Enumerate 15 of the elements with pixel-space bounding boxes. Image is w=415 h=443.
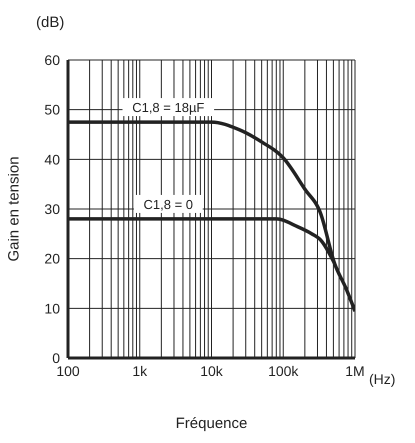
x-tick-label: 1M [345, 362, 365, 379]
x-tick-label: 10k [200, 362, 224, 379]
text: (Hz) [369, 371, 396, 387]
series-label: C1,8 = 18µF [132, 100, 204, 116]
x-tick-label: 1k [132, 362, 148, 379]
text: (dB) [36, 14, 64, 31]
y-tick-label: 50 [44, 102, 60, 118]
y-tick-label: 10 [44, 300, 60, 316]
y-tick-label: 20 [44, 250, 60, 267]
x-axis-title: Fréquence [176, 415, 248, 432]
y-tick-label: 60 [44, 52, 60, 68]
y-tick-label: 40 [44, 151, 60, 168]
series-label: C1,8 = 0 [144, 196, 194, 212]
y-tick-label: 30 [44, 200, 60, 217]
x-tick-label: 100k [268, 362, 300, 379]
